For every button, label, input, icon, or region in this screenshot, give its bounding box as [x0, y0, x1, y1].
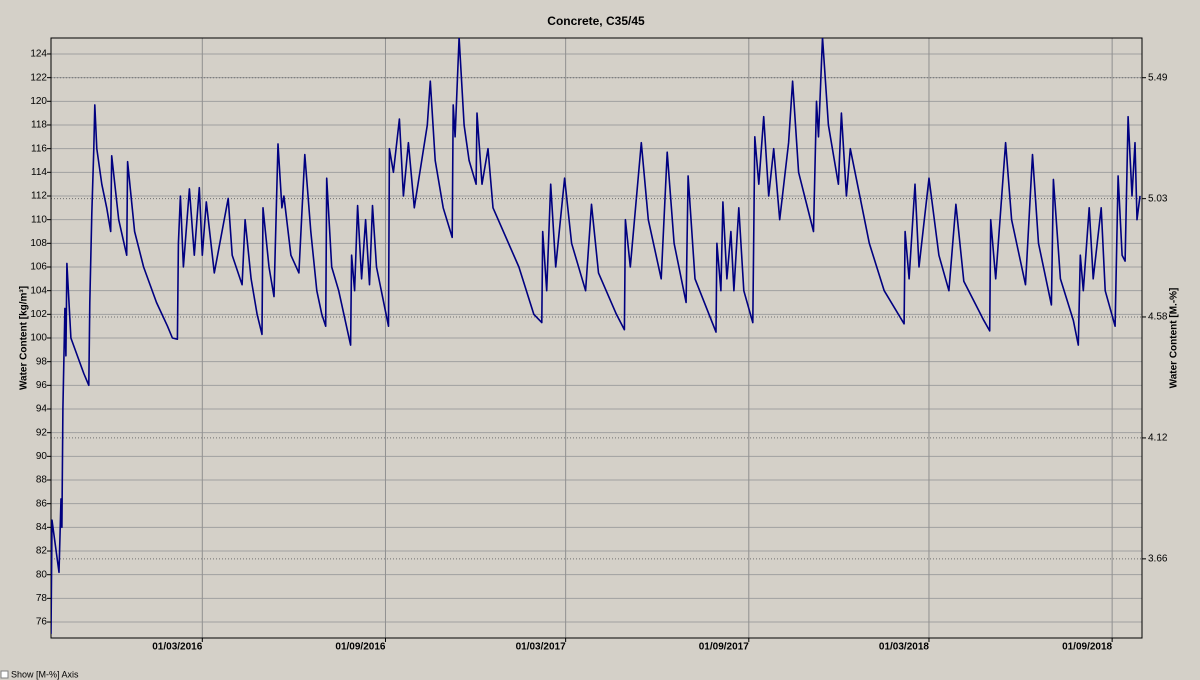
y-tick-label: 110: [31, 214, 47, 225]
y-tick-label: 82: [36, 546, 48, 557]
y-tick-label: 94: [36, 404, 48, 415]
y-tick-label: 80: [36, 569, 48, 580]
x-tick-label: 01/03/2018: [879, 642, 929, 653]
y2-tick-label: 5.03: [1148, 193, 1168, 204]
checkbox[interactable]: [0, 670, 9, 679]
y-tick-label: 106: [30, 262, 47, 273]
y-tick-label: 86: [36, 498, 48, 509]
y-tick-label: 104: [30, 285, 47, 296]
x-tick-label: 01/09/2017: [699, 642, 749, 653]
y-tick-label: 114: [31, 167, 47, 178]
y-tick-label: 116: [31, 143, 47, 154]
y-tick-label: 84: [36, 522, 48, 533]
plot-frame: [50, 37, 1143, 639]
y2-tick-label: 3.66: [1148, 553, 1168, 564]
chart-title: Concrete, C35/45: [547, 14, 645, 28]
y-tick-label: 112: [31, 191, 47, 202]
y-tick-label: 92: [36, 427, 48, 438]
y-tick-label: 102: [30, 309, 47, 320]
y-tick-label: 98: [36, 356, 48, 367]
data-line: [51, 38, 1141, 634]
y-tick-label: 100: [30, 333, 47, 344]
y-tick-label: 90: [36, 451, 48, 462]
y2-axis-title: Water Content [M.-%]: [1169, 288, 1180, 389]
y-tick-label: 122: [30, 72, 47, 83]
y2-tick-label: 4.58: [1148, 312, 1168, 323]
y-tick-label: 108: [30, 238, 47, 249]
x-tick-label: 01/03/2017: [516, 642, 566, 653]
x-tick-label: 01/03/2016: [152, 642, 202, 653]
checkbox-label[interactable]: Show [M-%] Axis: [11, 669, 79, 679]
y-tick-label: 88: [36, 475, 48, 486]
y-tick-label: 76: [36, 617, 48, 628]
y2-tick-label: 4.12: [1148, 433, 1168, 444]
y2-tick-label: 5.49: [1148, 72, 1168, 83]
y-tick-label: 96: [36, 380, 48, 391]
x-tick-label: 01/09/2016: [335, 642, 385, 653]
y-tick-label: 120: [30, 96, 47, 107]
y-tick-label: 78: [36, 593, 48, 604]
y-axis-title: Water Content [kg/m³]: [19, 286, 30, 390]
y-tick-label: 118: [31, 120, 47, 131]
x-tick-label: 01/09/2018: [1062, 642, 1112, 653]
y-tick-label: 124: [30, 49, 47, 60]
